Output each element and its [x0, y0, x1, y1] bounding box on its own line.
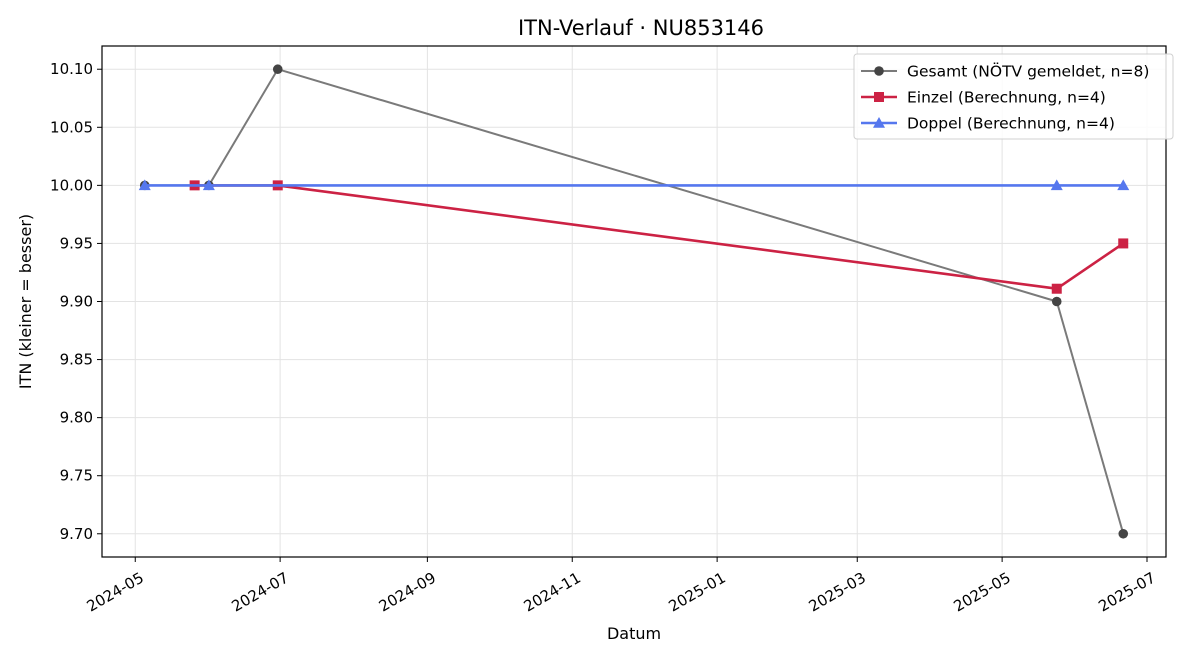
data-point [1051, 296, 1062, 307]
legend-label: Doppel (Berechnung, n=4) [907, 115, 1115, 133]
series-line [194, 184, 1125, 291]
y-tick-label: 9.95 [60, 234, 93, 252]
data-point [1118, 528, 1129, 539]
y-tick-label: 9.75 [60, 467, 93, 485]
x-tick-label: 2025-07 [1095, 569, 1158, 616]
legend-label: Gesamt (NÖTV gemeldet, n=8) [907, 62, 1149, 81]
y-tick-label: 10.00 [50, 176, 93, 194]
x-tick-label: 2024-11 [521, 569, 584, 616]
x-tick-label: 2024-07 [228, 569, 291, 616]
data-point [272, 64, 283, 75]
data-point [1118, 238, 1129, 249]
legend-marker [873, 117, 885, 128]
x-tick-label: 2024-09 [376, 569, 439, 616]
y-tick-label: 10.05 [50, 118, 93, 136]
y-tick-label: 9.85 [60, 351, 93, 369]
x-tick-label: 2025-01 [665, 569, 728, 616]
legend: Gesamt (NÖTV gemeldet, n=8) Einzel (Berec… [853, 53, 1174, 140]
data-point [1051, 283, 1062, 294]
chart-title: ITN-Verlauf · NU853146 [518, 16, 764, 40]
ticks: 2024-05 2024-07 2024-09 2024-11 2025-01 2025-… [50, 60, 1159, 615]
y-tick-label: 9.70 [60, 525, 93, 543]
legend-marker [874, 66, 884, 76]
data-point [1117, 179, 1130, 191]
y-tick-label: 9.80 [60, 409, 93, 427]
x-tick-label: 2025-05 [950, 569, 1013, 616]
x-tick-label: 2025-03 [806, 569, 869, 616]
series-layer [138, 64, 1130, 539]
data-point [1050, 179, 1063, 191]
y-axis-title: ITN (kleiner = besser) [16, 214, 35, 389]
series-triangle [138, 179, 1130, 191]
x-tick-label: 2024-05 [84, 569, 147, 616]
legend-label: Einzel (Berechnung, n=4) [907, 89, 1106, 107]
legend-box [853, 53, 1174, 140]
x-axis-title: Datum [607, 624, 661, 643]
data-point [202, 179, 215, 191]
legend-marker [874, 92, 884, 102]
y-tick-label: 9.90 [60, 293, 93, 311]
series-square [189, 180, 1129, 294]
y-tick-label: 10.10 [50, 60, 93, 78]
data-point [138, 179, 151, 191]
